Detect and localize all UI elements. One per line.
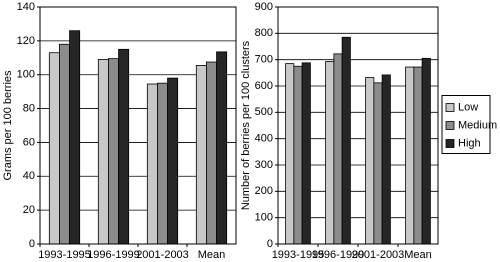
bar (373, 82, 383, 245)
bar (108, 58, 119, 245)
bar (97, 59, 109, 245)
y-tick-label: 400 (255, 133, 273, 145)
legend-label: Low (458, 101, 478, 113)
x-tick-label: 1993-1995 (272, 249, 325, 261)
y-tick-label: 600 (255, 80, 273, 92)
bar (69, 30, 81, 245)
x-tick-label: 1996-1999 (87, 249, 140, 261)
x-tick-label: Mean (404, 249, 432, 261)
bar (301, 62, 311, 245)
bar (325, 61, 335, 245)
y-tick-label: 300 (255, 159, 273, 171)
x-tick-label: Mean (198, 249, 226, 261)
bar (195, 65, 207, 245)
y-tick-label: 120 (17, 35, 35, 47)
y-tick-label: 500 (255, 106, 273, 118)
bar (421, 57, 431, 245)
y-axis-label: Number of berries per 100 clusters (240, 40, 252, 210)
bar (216, 51, 228, 245)
y-tick-label: 800 (255, 27, 273, 39)
bar (365, 77, 375, 245)
bar (341, 36, 351, 245)
y-tick-label: 40 (23, 170, 35, 182)
plot-frame (39, 6, 237, 245)
bar (413, 66, 423, 245)
y-tick-label: 60 (23, 136, 35, 148)
x-tick-label: 2001-2003 (136, 249, 189, 261)
legend-label: Medium (458, 119, 497, 131)
bar (206, 61, 217, 245)
y-tick-label: 100 (17, 69, 35, 81)
plot-frame (277, 6, 439, 245)
y-tick-label: 80 (23, 102, 35, 114)
y-axis-label: Grams per 100 berries (2, 70, 14, 181)
legend: Low Medium High (441, 95, 497, 154)
bar (48, 52, 60, 245)
bar (59, 43, 70, 245)
y-tick-label: 20 (23, 204, 35, 216)
bar (381, 74, 391, 245)
y-tick-label: 0 (29, 238, 35, 250)
x-tick-label: 2001-2003 (352, 249, 405, 261)
legend-label: High (458, 137, 481, 149)
y-tick-label: 0 (267, 238, 273, 250)
legend-swatch (445, 139, 455, 148)
bar (157, 82, 168, 245)
y-tick-label: 700 (255, 54, 273, 66)
bar (167, 77, 179, 245)
x-tick-label: 1993-1995 (38, 249, 91, 261)
y-tick-label: 100 (255, 212, 273, 224)
x-tick-label: 1996-1999 (312, 249, 365, 261)
y-tick-label: 900 (255, 1, 273, 13)
legend-swatch (445, 103, 455, 112)
y-tick-label: 140 (17, 1, 35, 13)
bar (146, 83, 158, 245)
bar (118, 48, 130, 245)
bar (405, 66, 415, 245)
bar (333, 53, 343, 245)
y-tick-label: 200 (255, 185, 273, 197)
bar (285, 63, 295, 245)
legend-swatch (445, 121, 455, 130)
bar (293, 65, 303, 245)
